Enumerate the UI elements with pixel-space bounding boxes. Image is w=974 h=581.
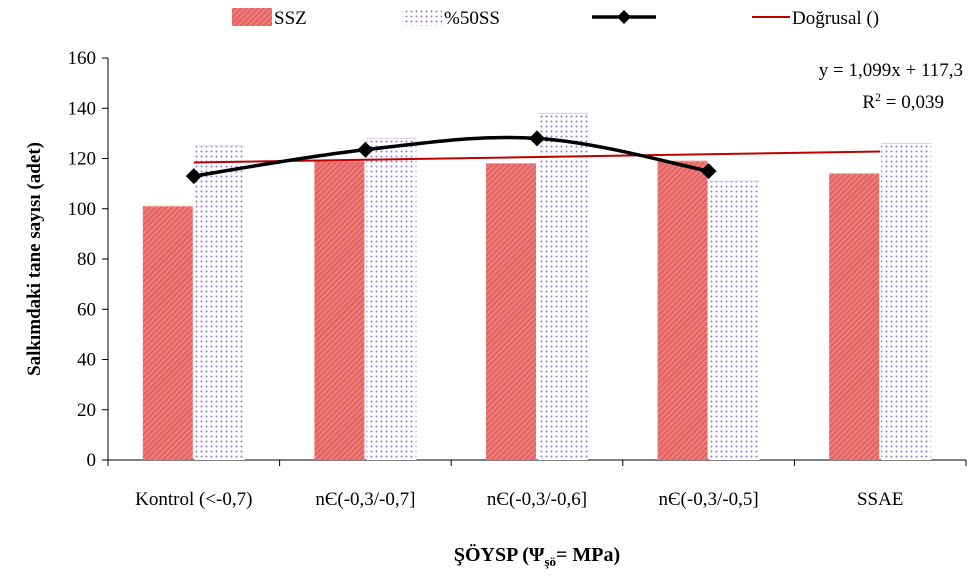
- legend-label-trend: Doğrusal (): [792, 8, 879, 29]
- y-axis-title: Salkımdaki tane sayısı (adet): [24, 142, 45, 376]
- y-ticks: 0 20 40 60 80 100 120 140 160: [68, 48, 108, 471]
- bar-ss50: [538, 113, 588, 461]
- legend: SSZ %50SS Doğrusal (): [232, 8, 879, 29]
- y-tick-label: 160: [68, 48, 97, 69]
- category-labels: Kontrol (<-0,7) nЄ(-0,3/-0,7] nЄ(-0,3/-0,6…: [135, 489, 903, 510]
- x-axis-title: ŞÖYSP (Ψşö= MPa): [454, 543, 620, 569]
- bar-ssz: [829, 173, 880, 460]
- r2-sup: 2: [875, 90, 881, 104]
- x-ticks: [107, 460, 967, 466]
- bar-ss50: [366, 138, 417, 460]
- legend-label-ssz: SSZ: [274, 8, 307, 29]
- trendline-line: [193, 150, 881, 164]
- regression-equation: y = 1,099x + 117,3: [819, 60, 963, 81]
- bar-ssz: [314, 161, 365, 460]
- bar-ss50: [709, 181, 760, 461]
- mean-curve-point: [357, 141, 374, 158]
- legend-diamond-marker: [617, 10, 631, 24]
- x-tick-label: nЄ(-0,3/-0,7]: [315, 489, 415, 510]
- x-axis-title-main: ŞÖYSP (Ψ: [454, 543, 545, 566]
- bar-ssz: [486, 163, 536, 460]
- r2-suffix: = 0,039: [881, 92, 944, 113]
- mean-curve-point: [185, 168, 202, 185]
- y-tick-label: 80: [77, 249, 96, 270]
- y-tick-label: 60: [77, 299, 96, 320]
- x-tick-label: nЄ(-0,3/-0,5]: [659, 489, 759, 510]
- bar-ssz: [142, 206, 193, 460]
- y-tick-label: 0: [87, 450, 97, 471]
- x-axis-title-tail: = MPa): [556, 544, 620, 566]
- x-tick-label: nЄ(-0,3/-0,6]: [487, 489, 587, 510]
- mean-curve-line: [193, 135, 709, 178]
- y-tick-label: 40: [77, 350, 96, 371]
- x-tick-label: Kontrol (<-0,7): [135, 489, 252, 510]
- y-tick-label: 100: [68, 199, 97, 220]
- trendline: [193, 150, 881, 164]
- legend-swatch-ssz: [232, 8, 272, 26]
- x-axis-title-sub: şö: [544, 554, 556, 569]
- legend-swatch-ss50: [402, 8, 442, 26]
- r2-prefix: R: [862, 92, 875, 113]
- bar-ssz: [657, 161, 708, 460]
- mean-curve: [185, 130, 717, 185]
- x-tick-label: SSAE: [857, 489, 903, 510]
- y-tick-label: 140: [68, 98, 97, 119]
- bar-ss50: [881, 143, 932, 461]
- bar-ss50: [194, 145, 245, 460]
- y-tick-label: 120: [68, 149, 97, 170]
- bars: [142, 112, 932, 461]
- y-tick-label: 20: [77, 400, 96, 421]
- regression-r2: R2 = 0,039: [862, 90, 944, 113]
- mean-curve-point: [700, 163, 717, 180]
- mean-curve-point: [529, 130, 545, 147]
- legend-label-ss50: %50SS: [444, 8, 500, 29]
